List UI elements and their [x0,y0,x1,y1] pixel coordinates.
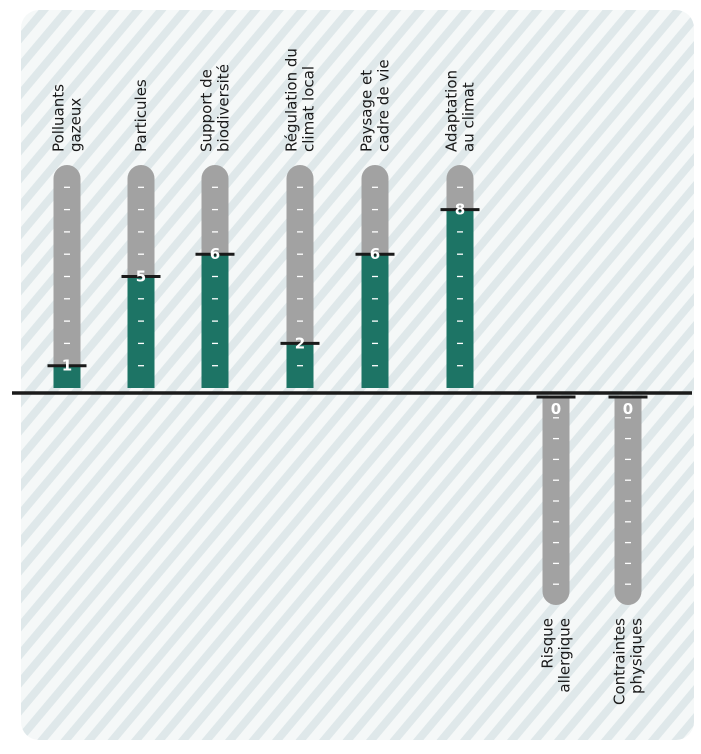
bar-group: 1 [47,165,87,388]
bar-group: 8 [440,165,480,388]
category-labels: Polluants gazeux Particules Support de biodi… [50,48,646,705]
value-label: 6 [210,245,220,263]
value-label: 6 [370,245,380,263]
category-label: Régulation du [283,48,301,152]
category-label: cadre de vie [375,59,393,152]
category-label: Adaptation [443,70,461,152]
bars-layer: 1 5 6 2 6 8 0 0 [47,165,648,605]
value-label: 2 [295,334,305,352]
bar-fill [127,276,155,388]
value-label: 0 [623,400,633,418]
bar-group: 0 [608,395,648,605]
category-label: Support de [198,69,216,152]
bar-group: 5 [121,165,161,388]
category-label: climat local [300,66,318,152]
value-label: 8 [455,201,465,219]
category-label: Contraintes [611,618,629,705]
bar-fill [53,365,81,388]
category-label: Particules [132,79,150,152]
category-label: Polluants [50,84,68,152]
bar-group: 6 [195,165,235,388]
value-label: 5 [136,268,146,286]
bar-group: 6 [355,165,395,388]
value-label: 0 [551,400,561,418]
category-label: allergique [556,618,574,693]
category-label: au climat [460,82,478,152]
value-label: 1 [62,357,72,375]
bar-group: 2 [280,165,320,388]
category-label: physiques [628,618,646,694]
bar-group: 0 [536,395,576,605]
category-label: Paysage et [358,70,376,152]
category-label: biodiversité [215,64,233,152]
category-label: gazeux [67,98,85,152]
category-label: Risque [539,618,557,669]
chart-background [21,10,694,740]
